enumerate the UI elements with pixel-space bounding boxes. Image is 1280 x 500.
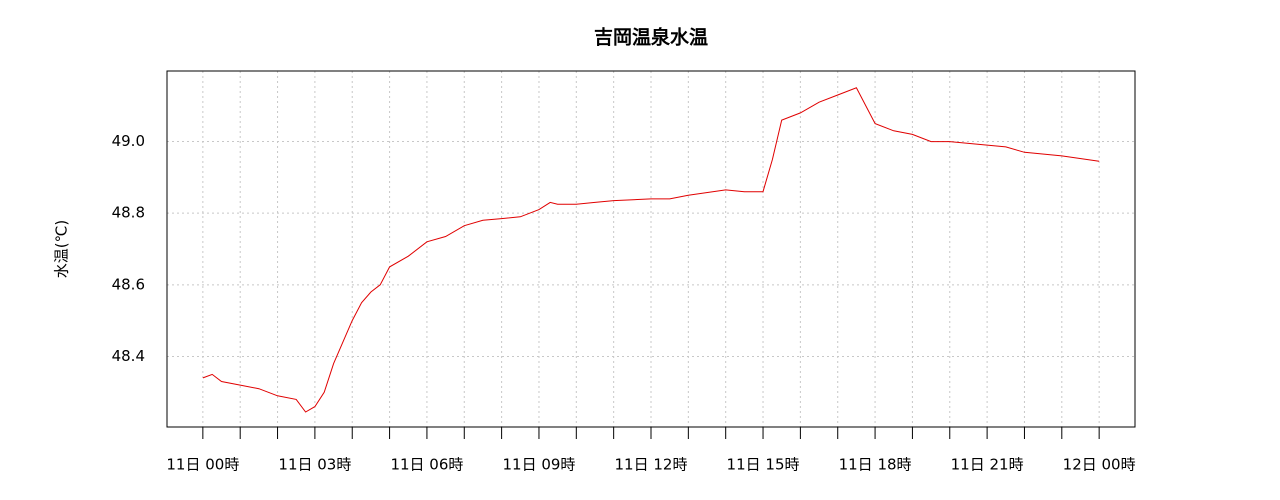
- plot-frame: [166, 70, 1136, 428]
- x-tick-label: 11日 12時: [615, 456, 688, 474]
- x-tick-label: 11日 18時: [839, 456, 912, 474]
- x-tick-label: 11日 21時: [951, 456, 1024, 474]
- chart-title: 吉岡温泉水温: [594, 26, 708, 49]
- data-line: [202, 87, 1100, 413]
- y-tick-label: 48.4: [112, 347, 145, 365]
- x-tick-label: 11日 06時: [390, 456, 463, 474]
- x-tick-label: 12日 00時: [1063, 456, 1136, 474]
- y-tick-label: 48.6: [112, 275, 145, 293]
- y-tick-label: 48.8: [112, 204, 145, 222]
- x-tick-label: 11日 00時: [166, 456, 239, 474]
- x-tick-label: 11日 15時: [727, 456, 800, 474]
- x-tick-label: 11日 09時: [502, 456, 575, 474]
- y-axis-label: 水温(℃): [53, 220, 71, 279]
- y-tick-label: 49.0: [112, 132, 145, 150]
- x-tick-label: 11日 03時: [278, 456, 351, 474]
